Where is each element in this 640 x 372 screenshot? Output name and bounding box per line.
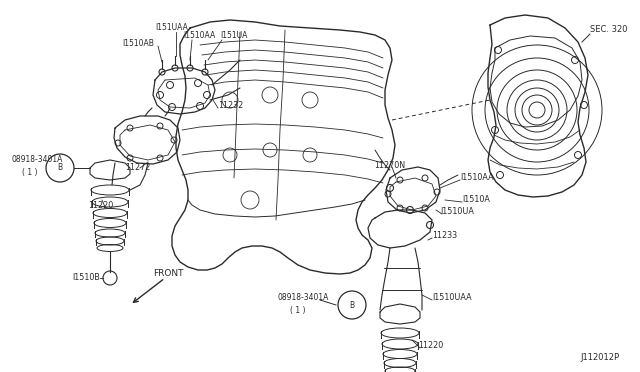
Text: 11270N: 11270N	[374, 160, 405, 170]
Text: I1510AB: I1510AB	[122, 39, 154, 48]
Text: 11220: 11220	[418, 341, 444, 350]
Text: 11232: 11232	[218, 102, 243, 110]
Text: I1510UAA: I1510UAA	[432, 294, 472, 302]
Text: I151UA: I151UA	[220, 32, 248, 41]
Text: B: B	[58, 164, 63, 173]
Text: FRONT: FRONT	[153, 269, 184, 279]
Text: I1510UA: I1510UA	[440, 208, 474, 217]
Text: ( 1 ): ( 1 )	[290, 305, 305, 314]
Text: 08918-3401A: 08918-3401A	[278, 294, 330, 302]
Text: I1510A: I1510A	[462, 196, 490, 205]
Text: ( 1 ): ( 1 )	[22, 167, 38, 176]
Text: 11233: 11233	[432, 231, 457, 241]
Text: I1510AA: I1510AA	[183, 32, 215, 41]
Text: I1510AA: I1510AA	[460, 173, 493, 183]
Text: I1510B: I1510B	[72, 273, 100, 282]
Text: I151UAA: I151UAA	[155, 23, 188, 32]
Text: 08918-3401A: 08918-3401A	[12, 155, 63, 164]
Text: SEC. 320: SEC. 320	[590, 26, 627, 35]
Text: J112012P: J112012P	[581, 353, 620, 362]
Text: B: B	[349, 301, 355, 310]
Text: 11272: 11272	[125, 164, 150, 173]
Text: 11220: 11220	[88, 201, 113, 209]
